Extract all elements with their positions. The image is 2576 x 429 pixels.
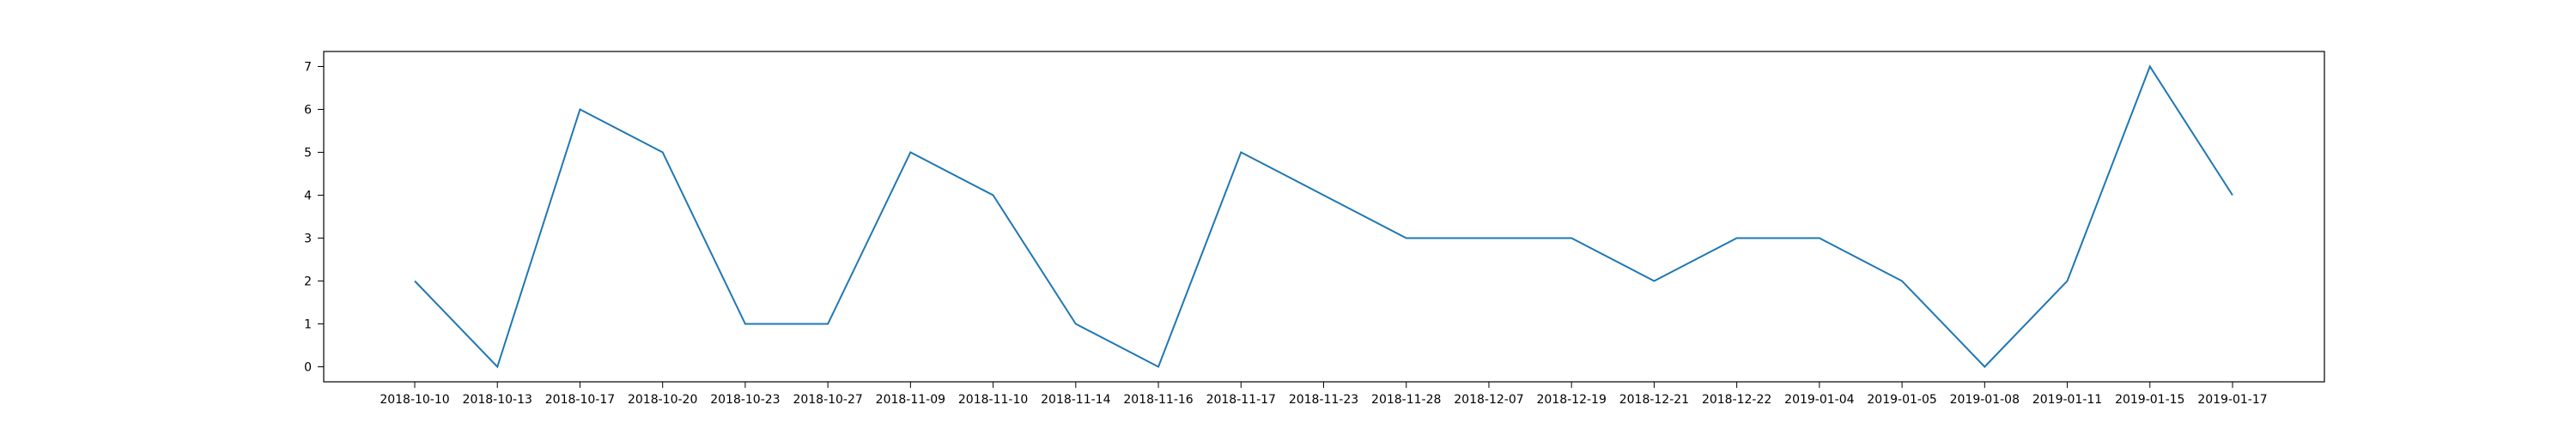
x-tick-label: 2019-01-04 [1784,393,1854,407]
x-tick-label: 2019-01-05 [1867,393,1936,407]
x-tick-label: 2018-11-23 [1289,393,1358,407]
x-tick-label: 2018-10-27 [793,393,862,407]
x-tick-label: 2018-10-23 [710,393,780,407]
x-tick-label: 2018-11-16 [1123,393,1193,407]
x-tick-label: 2018-12-22 [1702,393,1771,407]
x-tick-label: 2018-11-17 [1206,393,1276,407]
y-tick-label: 2 [304,275,312,289]
y-tick-label: 6 [304,104,312,118]
x-tick-label: 2019-01-11 [2032,393,2102,407]
x-tick-label: 2018-10-20 [628,393,697,407]
x-tick-label: 2018-11-10 [958,393,1028,407]
y-tick-label: 4 [304,190,312,203]
y-tick-label: 7 [304,61,312,75]
y-tick-label: 1 [304,318,312,332]
y-tick-label: 0 [304,361,312,375]
x-tick-label: 2018-12-21 [1619,393,1689,407]
x-tick-label: 2018-12-19 [1536,393,1606,407]
y-tick-label: 5 [304,147,312,160]
x-tick-label: 2018-10-17 [545,393,615,407]
x-tick-label: 2019-01-15 [2115,393,2184,407]
x-tick-label: 2019-01-17 [2197,393,2267,407]
series-layer [414,64,2233,369]
x-tick-label: 2018-11-28 [1371,393,1441,407]
x-tick-label: 2018-10-10 [380,393,449,407]
y-tick-label: 3 [304,233,312,246]
y-axis: 0 1 2 3 4 5 6 7 [304,61,324,375]
x-tick-label: 2019-01-08 [1950,393,2020,407]
x-axis: 2018-10-10 2018-10-13 2018-10-17 2018-10-20… [380,382,2268,407]
series-line [414,64,2233,369]
plot-area [323,51,2325,383]
x-tick-label: 2018-10-13 [463,393,532,407]
x-tick-label: 2018-11-09 [876,393,945,407]
x-tick-label: 2018-11-14 [1041,393,1110,407]
x-tick-label: 2018-12-07 [1454,393,1523,407]
